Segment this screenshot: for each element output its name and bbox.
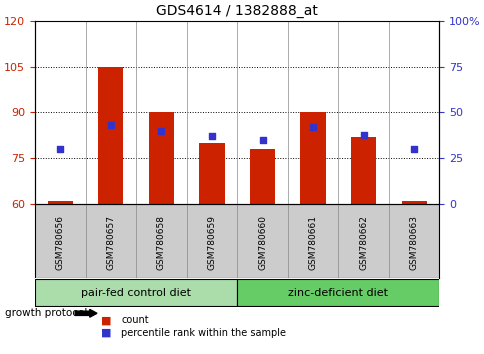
Text: zinc-deficient diet: zinc-deficient diet	[288, 288, 388, 298]
Bar	[401, 201, 426, 204]
Point	[208, 133, 215, 139]
Text: GSM780661: GSM780661	[308, 216, 317, 270]
Point	[56, 147, 64, 152]
Bar	[249, 149, 274, 204]
Point	[157, 128, 165, 134]
Text: percentile rank within the sample: percentile rank within the sample	[121, 328, 286, 338]
Text: GSM780656: GSM780656	[56, 216, 65, 270]
Text: ■: ■	[101, 328, 112, 338]
Text: growth protocol: growth protocol	[5, 308, 87, 318]
Text: GSM780662: GSM780662	[359, 216, 367, 270]
Bar	[300, 113, 325, 204]
Point	[409, 147, 417, 152]
Bar	[149, 113, 174, 204]
Bar	[47, 201, 73, 204]
Point	[309, 124, 317, 130]
Bar	[199, 143, 224, 204]
Text: GSM780658: GSM780658	[157, 216, 166, 270]
Bar	[98, 67, 123, 204]
Point	[107, 122, 115, 128]
Text: GSM780660: GSM780660	[257, 216, 267, 270]
Text: GSM780663: GSM780663	[409, 216, 418, 270]
Text: count: count	[121, 315, 149, 325]
Text: GSM780659: GSM780659	[207, 216, 216, 270]
Bar	[350, 137, 376, 204]
Title: GDS4614 / 1382888_at: GDS4614 / 1382888_at	[156, 4, 318, 18]
Text: pair-fed control diet: pair-fed control diet	[81, 288, 191, 298]
Text: GSM780657: GSM780657	[106, 216, 115, 270]
FancyBboxPatch shape	[35, 279, 237, 306]
Point	[258, 137, 266, 143]
Point	[359, 132, 367, 137]
FancyBboxPatch shape	[237, 279, 439, 306]
Text: ■: ■	[101, 315, 112, 325]
